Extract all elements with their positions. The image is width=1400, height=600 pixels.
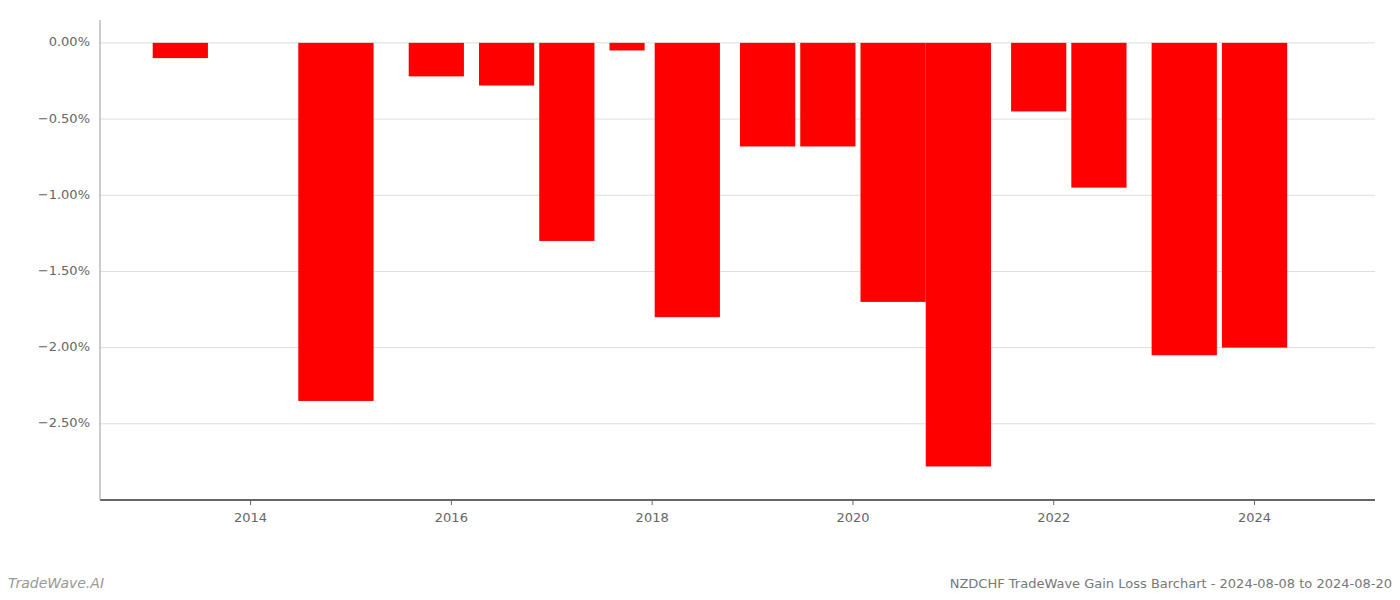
x-tick-label: 2014 [234,510,267,525]
x-tick-label: 2020 [836,510,869,525]
x-tick [451,500,452,505]
bar [655,43,720,317]
bar [1152,43,1217,355]
x-tick [250,500,251,505]
x-tick [1254,500,1255,505]
watermark: TradeWave.AI [8,575,104,591]
bars [153,43,1287,467]
bar [539,43,594,241]
bar [740,43,795,147]
x-tick-label: 2022 [1037,510,1070,525]
y-axis-line [100,20,101,500]
bar [298,43,373,401]
bar [409,43,464,77]
bar [860,43,925,302]
y-tick-label: −0.50% [38,111,90,126]
bar [1071,43,1126,188]
bar [926,43,991,467]
x-tick [1053,500,1054,505]
x-tick-label: 2018 [636,510,669,525]
x-tick [652,500,653,505]
grid-line [100,423,1375,424]
title: NZDCHF TradeWave Gain Loss Barchart - 20… [950,576,1392,591]
y-tick-label: −2.00% [38,339,90,354]
x-tick [852,500,853,505]
y-tick-label: −1.50% [38,263,90,278]
y-tick-label: −2.50% [38,415,90,430]
bar [800,43,855,147]
bar [1011,43,1066,112]
grid [100,43,1375,424]
x-tick-label: 2024 [1238,510,1271,525]
bar [153,43,208,58]
bar [479,43,534,86]
y-tick-label: 0.00% [49,34,90,49]
y-tick-label: −1.00% [38,187,90,202]
x-tick-label: 2016 [435,510,468,525]
x-axis-line [100,499,1375,501]
bar [609,43,644,51]
chart: 0.00% −0.50% −1.00% −1.50% −2.00% −2.50% 2014 2… [0,0,1400,600]
bar [1222,43,1287,348]
